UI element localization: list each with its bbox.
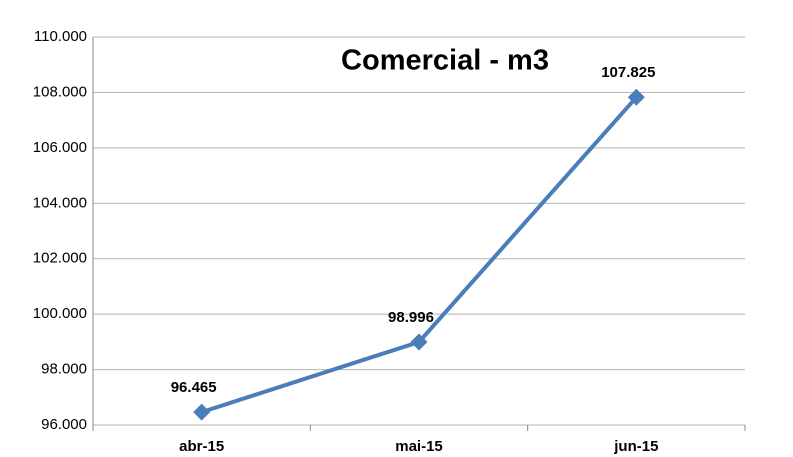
marker [627, 88, 645, 106]
data-label: 98.996 [388, 309, 434, 326]
data-label: 107.825 [601, 64, 655, 81]
x-tick-label: mai-15 [395, 438, 443, 455]
data-label: 96.465 [171, 379, 217, 396]
y-tick-label: 100.000 [33, 305, 87, 322]
y-tick-label: 102.000 [33, 250, 87, 267]
marker [410, 333, 428, 351]
marker [193, 403, 211, 421]
chart-title: Comercial - m3 [341, 45, 549, 77]
x-tick-label: abr-15 [179, 438, 224, 455]
y-tick-label: 110.000 [34, 28, 87, 45]
x-tick-label: jun-15 [613, 438, 658, 455]
y-tick-label: 96.000 [41, 416, 87, 433]
y-tick-label: 108.000 [33, 83, 87, 100]
y-tick-label: 98.000 [41, 361, 87, 378]
line [201, 95, 638, 415]
y-tick-label: 104.000 [33, 194, 87, 211]
y-tick-label: 106.000 [33, 139, 87, 156]
